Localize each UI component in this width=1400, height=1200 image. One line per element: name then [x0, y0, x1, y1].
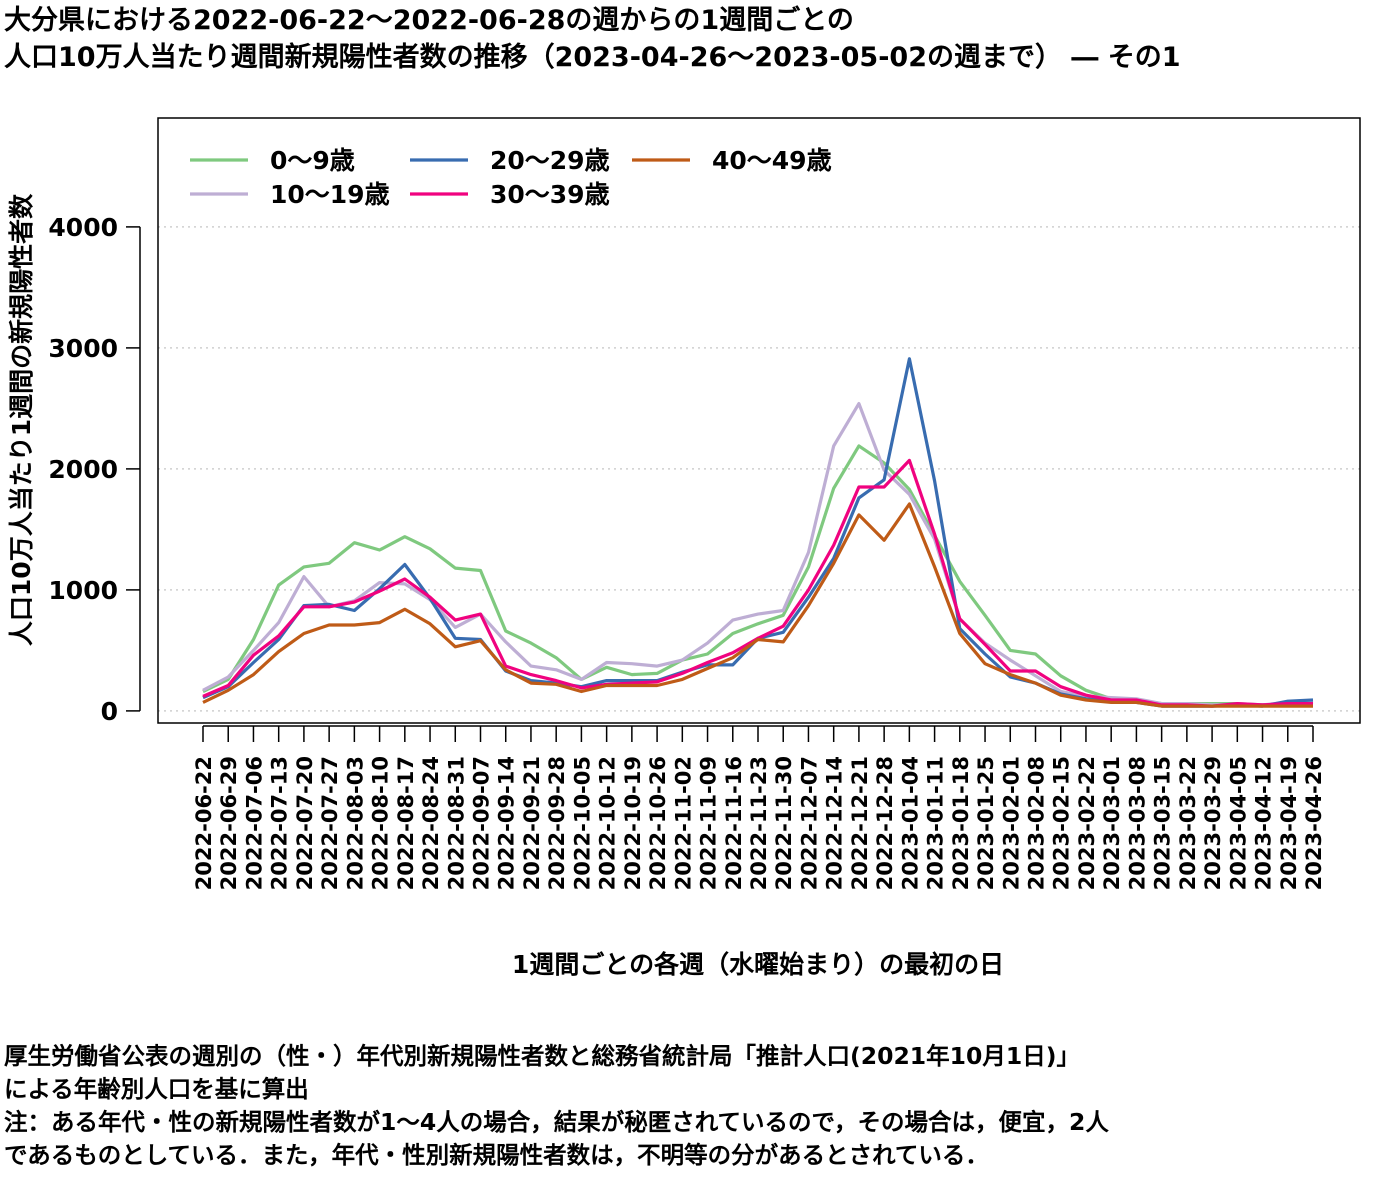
- y-tick-label: 4000: [48, 213, 118, 242]
- x-tick-label: 2022-06-22: [192, 756, 216, 890]
- x-tick-label: 2022-10-12: [596, 756, 620, 890]
- x-tick-label: 2023-03-01: [1100, 756, 1124, 890]
- y-tick-label: 1000: [48, 576, 118, 605]
- x-tick-label: 2022-08-10: [369, 756, 393, 890]
- note-line-2: による年齢別人口を基に算出: [4, 1075, 309, 1103]
- y-tick-label: 0: [101, 697, 118, 726]
- x-tick-label: 2022-10-05: [570, 756, 594, 890]
- x-tick-label: 2023-02-22: [1075, 756, 1099, 890]
- x-tick-label: 2023-04-05: [1226, 756, 1250, 890]
- x-tick-label: 2022-12-07: [797, 756, 821, 890]
- series-line-2: [202, 357, 1314, 708]
- chart-title-line-1: 大分県における2022-06-22〜2022-06-28の週からの1週間ごとの: [4, 5, 854, 36]
- x-tick-label: 2022-07-13: [268, 756, 292, 890]
- chart-title-line-2: 人口10万人当たり週間新規陽性者数の推移（2023-04-26〜2023-05-…: [4, 42, 1181, 73]
- x-tick-label: 2023-02-08: [1025, 756, 1049, 890]
- x-tick-label: 2023-04-19: [1277, 756, 1301, 890]
- legend: 0〜9歳 10〜19歳 20〜29歳 30〜39歳 40〜49歳: [190, 146, 832, 209]
- x-tick-label: 2022-07-27: [318, 756, 342, 890]
- x-tick-label: 2022-09-14: [495, 756, 519, 890]
- note-line-4: であるものとしている．また，年代・性別新規陽性者数は，不明等の分があるとされてい…: [4, 1141, 989, 1169]
- x-tick-label: 2022-09-28: [545, 756, 569, 890]
- x-tick-label: 2022-07-06: [242, 756, 266, 890]
- x-tick-label: 2022-12-14: [823, 756, 847, 890]
- x-tick-label: 2022-08-24: [419, 756, 443, 890]
- x-tick-label: 2023-03-22: [1176, 756, 1200, 890]
- x-axis: 2022-06-22 2022-06-29 2022-07-06 2022-07-13…: [192, 725, 1326, 890]
- x-tick-label: 2022-08-31: [444, 756, 468, 890]
- y-axis: 0 1000 2000 3000 4000: [48, 213, 141, 726]
- series-line-4: [202, 502, 1313, 708]
- x-tick-label: 2023-01-11: [924, 756, 948, 890]
- legend-label: 20〜29歳: [490, 146, 610, 175]
- y-tick-label: 3000: [48, 334, 118, 363]
- x-tick-label: 2023-01-18: [949, 756, 973, 890]
- x-tick-label: 2022-08-03: [343, 756, 367, 890]
- series-line-0: [202, 444, 1314, 707]
- series-line-1: [202, 402, 1314, 707]
- x-tick-label: 2023-04-12: [1252, 756, 1276, 890]
- legend-label: 0〜9歳: [270, 146, 355, 175]
- chart-title: 大分県における2022-06-22〜2022-06-28の週からの1週間ごとの …: [4, 2, 1181, 76]
- horizontal-gridlines: [158, 226, 1360, 712]
- x-tick-label: 2022-06-29: [217, 756, 241, 890]
- legend-label: 10〜19歳: [270, 180, 390, 209]
- x-tick-label: 2022-09-07: [470, 756, 494, 890]
- source-notes: 厚生労働省公表の週別の（性・）年代別新規陽性者数と総務省統計局「推計人口(202…: [4, 1040, 1109, 1172]
- legend-label: 30〜39歳: [490, 180, 610, 209]
- x-tick-label: 2023-01-25: [974, 756, 998, 890]
- x-tick-label: 2022-11-30: [772, 756, 796, 890]
- x-tick-label: 2023-03-29: [1201, 756, 1225, 890]
- x-tick-label: 2023-02-15: [1050, 756, 1074, 890]
- x-tick-label: 2022-07-20: [293, 756, 317, 890]
- x-tick-label: 2023-03-15: [1151, 756, 1175, 890]
- x-tick-label: 2023-02-01: [999, 756, 1023, 890]
- x-tick-label: 2022-12-28: [873, 756, 897, 890]
- x-tick-label: 2022-11-23: [747, 756, 771, 890]
- plot-frame: [157, 117, 1361, 724]
- x-tick-label: 2022-10-19: [621, 756, 645, 890]
- note-line-1: 厚生労働省公表の週別の（性・）年代別新規陽性者数と総務省統計局「推計人口(202…: [4, 1042, 1080, 1070]
- x-tick-label: 2022-11-02: [671, 756, 695, 890]
- x-tick-label: 2023-01-04: [898, 756, 922, 890]
- x-tick-label: 2022-08-17: [394, 756, 418, 890]
- y-tick-label: 2000: [48, 455, 118, 484]
- x-tick-label: 2022-12-21: [848, 756, 872, 890]
- x-tick-label: 2023-03-08: [1125, 756, 1149, 890]
- legend-label: 40〜49歳: [712, 146, 832, 175]
- series-line-3: [202, 458, 1313, 708]
- x-tick-label: 2022-10-26: [646, 756, 670, 890]
- x-tick-label: 2023-04-26: [1302, 756, 1326, 890]
- x-tick-label: 2022-11-16: [722, 756, 746, 890]
- x-axis-label: 1週間ごとの各週（水曜始まり）の最初の日: [512, 950, 1004, 979]
- note-line-3: 注：ある年代・性の新規陽性者数が1〜4人の場合，結果が秘匿されているので，その場…: [4, 1108, 1109, 1136]
- y-axis-label: 人口10万人当たり1週間の新規陽性者数: [7, 193, 36, 646]
- series-lines: [202, 357, 1314, 708]
- x-tick-label: 2022-09-21: [520, 756, 544, 890]
- x-tick-label: 2022-11-09: [697, 756, 721, 890]
